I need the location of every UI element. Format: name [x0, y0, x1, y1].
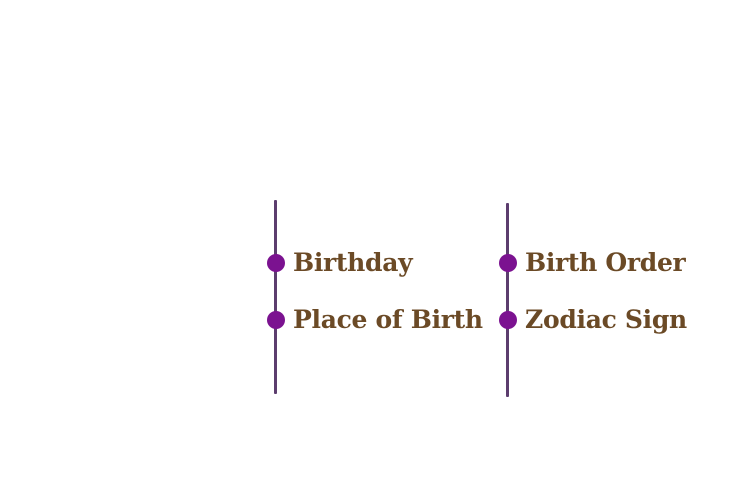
bullet-dot-icon	[499, 254, 517, 272]
timeline-item-place-of-birth: Place of Birth	[267, 305, 483, 335]
bullet-dot-icon	[267, 311, 285, 329]
bullet-dot-icon	[499, 311, 517, 329]
item-label: Birthday	[293, 248, 413, 277]
timeline-item-zodiac-sign: Zodiac Sign	[499, 305, 687, 335]
item-label: Birth Order	[525, 248, 686, 277]
item-label: Place of Birth	[293, 305, 483, 334]
item-label: Zodiac Sign	[525, 305, 687, 334]
timeline-line	[506, 203, 509, 397]
timeline-line	[274, 200, 277, 394]
bullet-dot-icon	[267, 254, 285, 272]
timeline-item-birth-order: Birth Order	[499, 248, 686, 278]
timeline-item-birthday: Birthday	[267, 248, 413, 278]
